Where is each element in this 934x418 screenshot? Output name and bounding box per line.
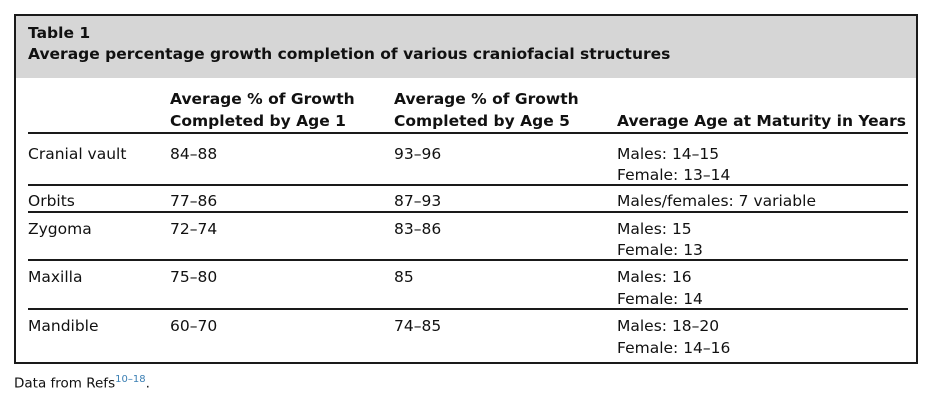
row-orbits-structure: Orbits (28, 192, 75, 210)
footnote-end: . (145, 375, 150, 392)
table-title: Average percentage growth completion of … (28, 45, 671, 63)
row-zygoma-age1: 72–74 (170, 220, 218, 238)
footnote-refs[interactable]: 10–18 (115, 374, 146, 385)
row-maxilla-age5: 85 (394, 268, 414, 286)
row-maxilla-age1: 75–80 (170, 268, 218, 286)
row-zygoma-age5: 83–86 (394, 220, 442, 238)
row-maxilla-maturity-1: Males: 16 (617, 268, 692, 286)
row-orbits-age1: 77–86 (170, 192, 218, 210)
header-age5-line1: Average % of Growth (394, 90, 579, 108)
row-rule (28, 211, 908, 213)
row-mandible-age5: 74–85 (394, 317, 442, 335)
header-age1-line2: Completed by Age 1 (170, 112, 346, 130)
row-cranial-vault-age5: 93–96 (394, 145, 442, 163)
row-mandible-structure: Mandible (28, 317, 99, 335)
header-age1-line1: Average % of Growth (170, 90, 355, 108)
row-cranial-vault-maturity-1: Males: 14–15 (617, 145, 720, 163)
data-table: Table 1 Average percentage growth comple… (14, 14, 918, 364)
row-cranial-vault-structure: Cranial vault (28, 145, 127, 163)
row-mandible-age1: 60–70 (170, 317, 218, 335)
row-zygoma-structure: Zygoma (28, 220, 92, 238)
row-zygoma-maturity-1: Males: 15 (617, 220, 692, 238)
header-maturity: Average Age at Maturity in Years (617, 112, 907, 130)
table-footnote: Data from Refs10–18. (14, 371, 150, 393)
row-mandible-maturity-1: Males: 18–20 (617, 317, 720, 335)
row-mandible-maturity-2: Female: 14–16 (617, 339, 731, 357)
row-cranial-vault-age1: 84–88 (170, 145, 218, 163)
footnote-text: Data from Refs (14, 375, 116, 392)
row-cranial-vault-maturity-2: Female: 13–14 (617, 166, 731, 184)
row-rule (28, 308, 908, 310)
row-zygoma-maturity-2: Female: 13 (617, 241, 703, 259)
header-rule (28, 132, 908, 134)
row-orbits-maturity-1: Males/females: 7 variable (617, 192, 816, 210)
row-orbits-age5: 87–93 (394, 192, 442, 210)
table-label: Table 1 (28, 24, 91, 42)
header-age5-line2: Completed by Age 5 (394, 112, 570, 130)
row-rule (28, 259, 908, 261)
table-caption: Table 1 Average percentage growth comple… (16, 16, 916, 78)
row-rule (28, 184, 908, 186)
row-maxilla-maturity-2: Female: 14 (617, 290, 703, 308)
row-maxilla-structure: Maxilla (28, 268, 83, 286)
